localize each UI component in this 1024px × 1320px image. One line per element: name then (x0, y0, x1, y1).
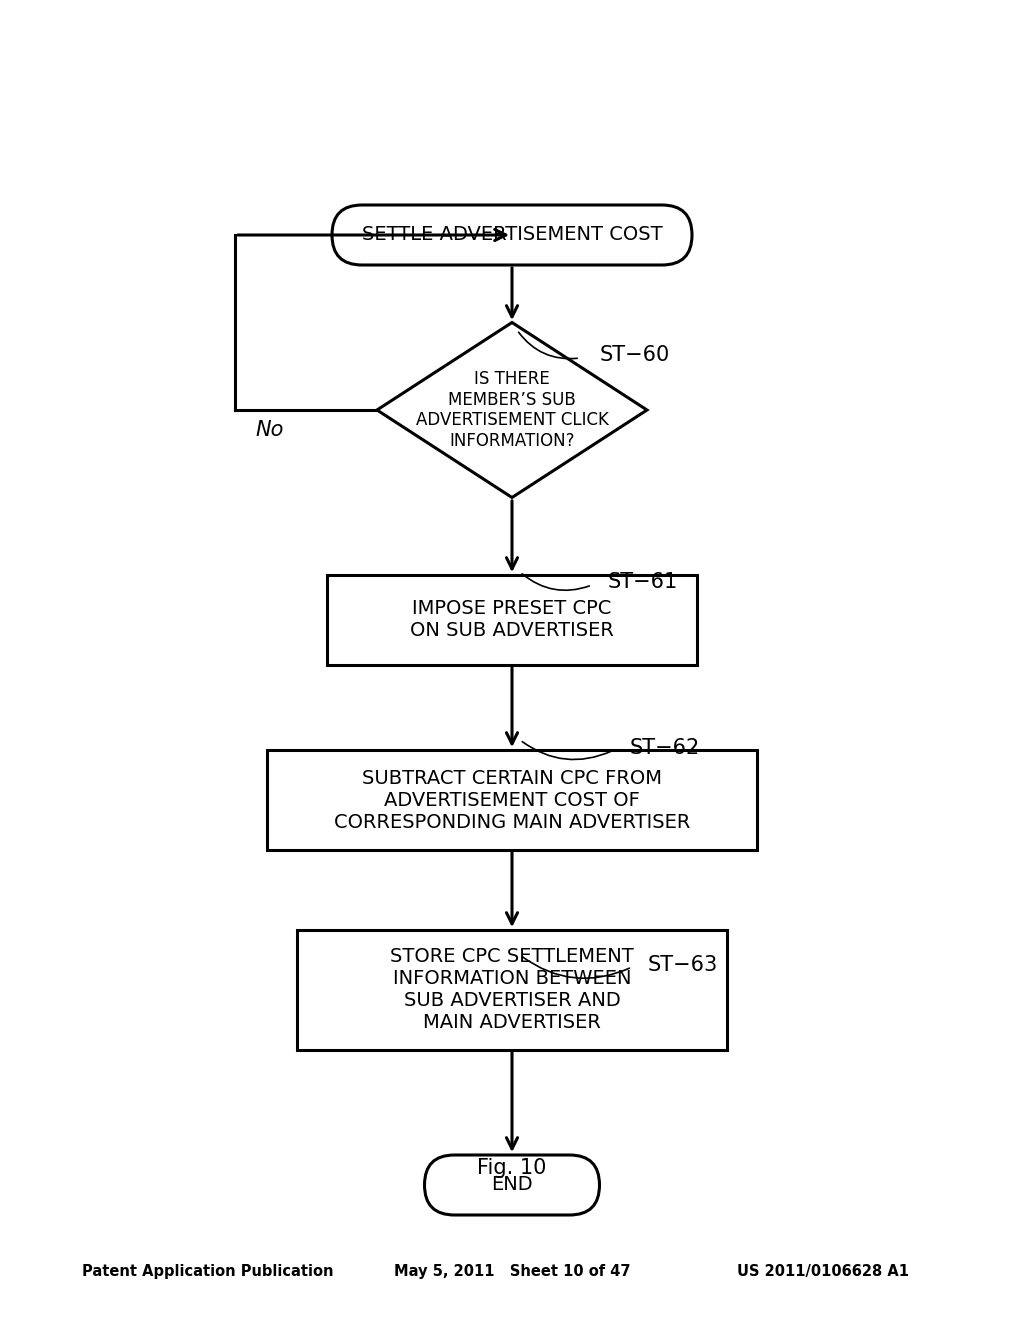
Text: ST−63: ST−63 (648, 954, 718, 975)
Text: May 5, 2011   Sheet 10 of 47: May 5, 2011 Sheet 10 of 47 (394, 1263, 631, 1279)
Text: END: END (492, 1176, 532, 1195)
Bar (327, 576, 697, 665)
Bar (267, 750, 757, 850)
Text: Fig. 10: Fig. 10 (477, 1158, 547, 1179)
Text: IS THERE
MEMBER’S SUB
ADVERTISEMENT CLICK
INFORMATION?: IS THERE MEMBER’S SUB ADVERTISEMENT CLIC… (416, 370, 608, 450)
Bar (297, 931, 727, 1049)
Text: ST−62: ST−62 (630, 738, 700, 758)
Text: ST−60: ST−60 (600, 345, 671, 366)
Text: IMPOSE PRESET CPC
ON SUB ADVERTISER: IMPOSE PRESET CPC ON SUB ADVERTISER (410, 599, 614, 640)
Polygon shape (377, 322, 647, 498)
Text: US 2011/0106628 A1: US 2011/0106628 A1 (737, 1263, 909, 1279)
Text: STORE CPC SETTLEMENT
INFORMATION BETWEEN
SUB ADVERTISER AND
MAIN ADVERTISER: STORE CPC SETTLEMENT INFORMATION BETWEEN… (390, 948, 634, 1032)
FancyBboxPatch shape (332, 205, 692, 265)
Text: No: No (256, 420, 285, 440)
Text: Patent Application Publication: Patent Application Publication (82, 1263, 334, 1279)
Text: SETTLE ADVERTISEMENT COST: SETTLE ADVERTISEMENT COST (361, 226, 663, 244)
Text: ST−61: ST−61 (608, 572, 678, 591)
FancyBboxPatch shape (425, 1155, 599, 1214)
Text: SUBTRACT CERTAIN CPC FROM
ADVERTISEMENT COST OF
CORRESPONDING MAIN ADVERTISER: SUBTRACT CERTAIN CPC FROM ADVERTISEMENT … (334, 768, 690, 832)
